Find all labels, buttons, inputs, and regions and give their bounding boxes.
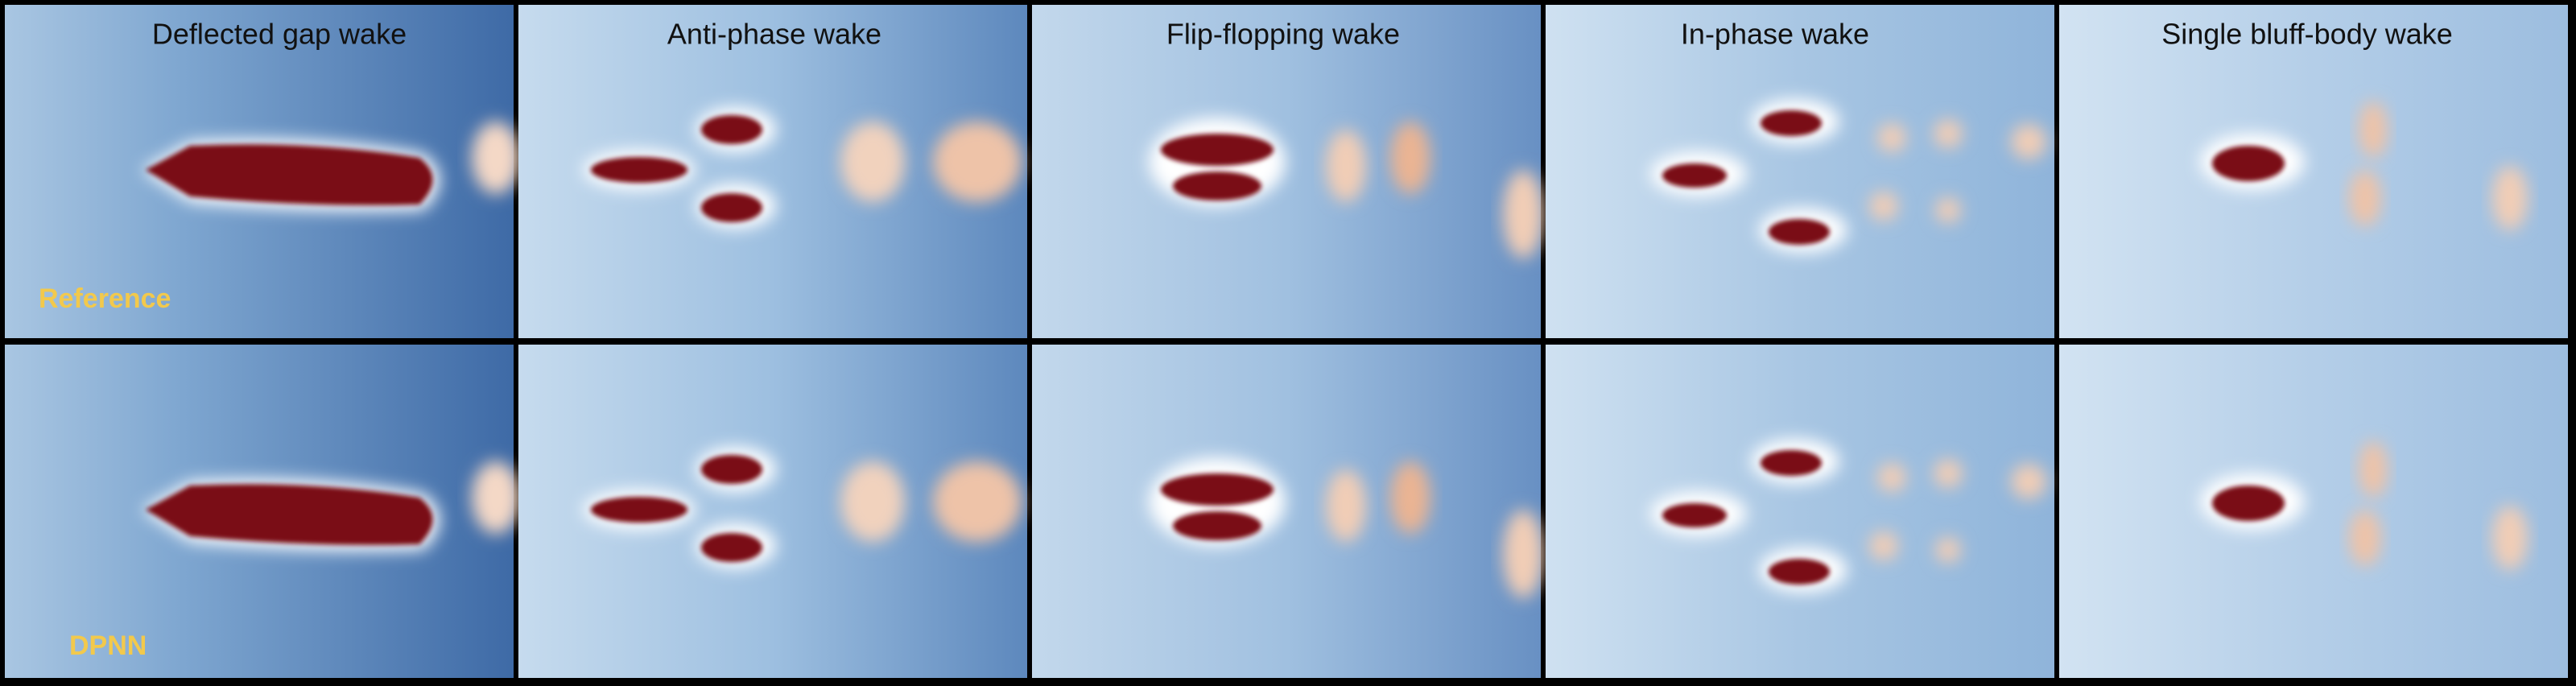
panels bbox=[5, 5, 2568, 678]
panel-title: Deflected gap wake bbox=[152, 18, 407, 51]
panel-title: Single bluff-body wake bbox=[2161, 18, 2453, 51]
field-panel bbox=[1546, 345, 2054, 678]
field-panel bbox=[2059, 5, 2568, 338]
field-panel bbox=[5, 345, 520, 678]
field-panel bbox=[2059, 345, 2568, 678]
field-panel bbox=[1546, 5, 2054, 338]
field-panel bbox=[1032, 5, 1543, 338]
field-panel bbox=[518, 345, 1027, 678]
panel-title: Anti-phase wake bbox=[667, 18, 881, 51]
field-panel bbox=[1032, 345, 1543, 678]
row-label: DPNN bbox=[69, 630, 147, 661]
field-panel bbox=[518, 5, 1027, 338]
row-label: Reference bbox=[39, 283, 171, 314]
panel-title: In-phase wake bbox=[1681, 18, 1869, 51]
panel-title: Flip-flopping wake bbox=[1166, 18, 1400, 51]
